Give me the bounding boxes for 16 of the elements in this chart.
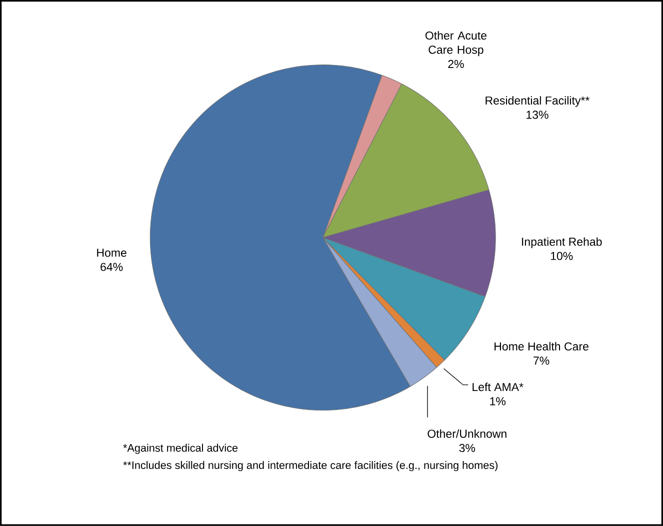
slice-label: Inpatient Rehab xyxy=(522,237,602,248)
slice-label: Home xyxy=(97,248,126,257)
slice-label: Other Acute Care Hosp xyxy=(425,31,486,56)
slice-label: Other/Unknown xyxy=(428,429,506,438)
data-label: 3% xyxy=(459,444,476,452)
text: *Against medical advice xyxy=(123,444,238,454)
slice-label: Residential Facility** xyxy=(486,96,590,107)
data-label: 13% xyxy=(526,110,548,119)
data-label: 7% xyxy=(534,356,550,365)
data-label: 10% xyxy=(550,252,573,260)
data-label: 64% xyxy=(100,262,123,272)
text: **Includes skilled nursing and intermediate care facilities (e.g., nursing homes) xyxy=(123,461,498,472)
data-label: 1% xyxy=(490,397,506,406)
slice-label: Left AMA* xyxy=(472,382,524,392)
data-label: 2% xyxy=(448,60,464,68)
slice-label: Home Health Care xyxy=(494,342,588,351)
